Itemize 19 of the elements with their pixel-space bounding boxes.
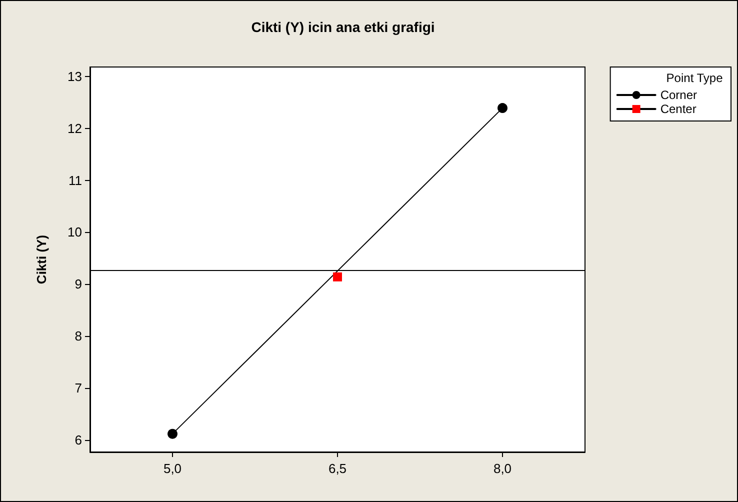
y-axis-title: Cikti (Y) xyxy=(34,234,49,284)
x-tick-label: 8,0 xyxy=(493,461,512,476)
y-tick-label: 8 xyxy=(74,328,82,344)
point xyxy=(498,103,508,114)
legend-label: Corner xyxy=(660,88,698,102)
x-tick-label: 6,5 xyxy=(328,461,347,476)
y-tick-label: 6 xyxy=(74,432,82,448)
point xyxy=(333,272,342,282)
chart-title: Cikti (Y) icin ana etki grafigi xyxy=(251,19,435,35)
x-tick-label: 5,0 xyxy=(163,461,182,476)
legend-title: Point Type xyxy=(666,71,724,85)
y-tick-label: 12 xyxy=(68,120,82,136)
y-tick-label: 11 xyxy=(68,172,82,188)
point xyxy=(168,428,178,439)
y-tick-label: 9 xyxy=(74,276,82,292)
y-tick-label: 13 xyxy=(68,68,82,84)
y-tick-label: 7 xyxy=(74,380,82,396)
y-tick-label: 10 xyxy=(68,224,82,240)
legend-label: Center xyxy=(660,102,696,116)
